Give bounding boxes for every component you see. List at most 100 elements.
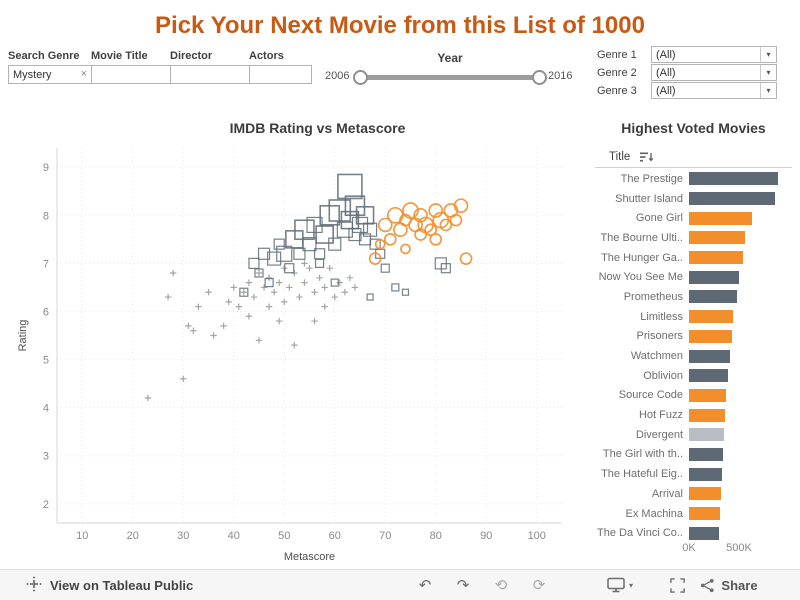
genre-1-select[interactable]: (All) ▾ [651, 46, 777, 63]
bar-row[interactable]: The Hunger Ga.. [595, 248, 792, 268]
svg-text:Metascore: Metascore [284, 551, 335, 563]
genre-1-row: Genre 1 (All) ▾ [597, 46, 777, 63]
bar[interactable] [689, 408, 725, 422]
bar-track [689, 388, 792, 402]
bar-row[interactable]: The Prestige [595, 169, 792, 189]
bar-row[interactable]: Arrival [595, 484, 792, 504]
svg-text:20: 20 [127, 530, 139, 542]
movie-title-input[interactable] [91, 65, 171, 84]
bar-chart-title: Highest Voted Movies [621, 120, 766, 136]
share-label: Share [721, 577, 758, 593]
data-point [286, 284, 293, 291]
svg-text:3: 3 [43, 451, 49, 463]
bar-track [689, 329, 792, 343]
data-point [260, 284, 268, 291]
year-slider-label: Year [437, 51, 463, 65]
clear-filter-icon[interactable]: × [80, 68, 87, 80]
bar[interactable] [689, 526, 719, 540]
revert-icon[interactable]: ⟲ [494, 577, 508, 594]
bar-row[interactable]: Prometheus [595, 287, 792, 307]
bar-row[interactable]: Limitless [595, 307, 792, 327]
undo-icon[interactable]: ↶ [418, 577, 432, 594]
data-point [293, 247, 306, 260]
bar-track [689, 290, 792, 304]
bar[interactable] [689, 172, 778, 186]
bar[interactable] [689, 369, 728, 383]
year-slider-handle-max[interactable] [532, 70, 547, 85]
year-slider-track[interactable] [353, 70, 547, 85]
bar-row[interactable]: The Hateful Eig.. [595, 464, 792, 484]
bar[interactable] [689, 192, 775, 206]
scatter-plot[interactable]: 2 3 4 5 6 7 8 9 10 20 30 40 50 60 70 80 90 100 Rating Metas… [12, 138, 577, 568]
data-point [265, 274, 273, 282]
bar-label: Shutter Island [615, 192, 683, 205]
actors-input[interactable] [249, 65, 312, 84]
bar[interactable] [689, 388, 726, 402]
year-slider-handle-min[interactable] [353, 70, 368, 85]
svg-text:9: 9 [43, 162, 49, 174]
data-point [284, 263, 295, 274]
data-point [264, 278, 274, 288]
bar-row[interactable]: Oblivion [595, 366, 792, 386]
svg-text:50: 50 [278, 530, 290, 542]
svg-text:6: 6 [43, 306, 49, 318]
data-point [401, 288, 410, 296]
genre-2-select[interactable]: (All) ▾ [651, 64, 777, 81]
data-point [366, 293, 374, 301]
director-input[interactable] [170, 65, 250, 84]
bar[interactable] [689, 467, 722, 481]
data-point [185, 322, 192, 330]
bar-row[interactable]: The Da Vinci Co.. [595, 523, 792, 540]
bar[interactable] [689, 211, 752, 225]
sort-icon[interactable] [640, 152, 654, 163]
chevron-down-icon: ▾ [760, 65, 776, 80]
tableau-attribution-link[interactable]: View on Tableau Public [26, 570, 193, 600]
bar-row[interactable]: Ex Machina [595, 504, 792, 524]
bar[interactable] [689, 290, 737, 304]
data-point [245, 313, 253, 320]
data-point [439, 218, 453, 232]
refresh-icon[interactable]: ⟳ [532, 577, 546, 594]
bar-row[interactable]: Prisoners [595, 327, 792, 347]
bar[interactable] [689, 428, 724, 442]
bar-row[interactable]: Watchmen [595, 346, 792, 366]
fullscreen-icon[interactable] [664, 570, 690, 600]
bar[interactable] [689, 507, 720, 521]
bar[interactable] [689, 487, 721, 501]
svg-text:7: 7 [43, 258, 49, 270]
device-layout-icon[interactable]: ▾ [600, 570, 640, 600]
bar-track [689, 526, 792, 540]
data-point [311, 289, 318, 296]
search-genre-label: Search Genre [8, 50, 80, 62]
bar-row[interactable]: The Bourne Ulti.. [595, 228, 792, 248]
bar-row[interactable]: Hot Fuzz [595, 405, 792, 425]
bar[interactable] [689, 310, 733, 324]
data-point [225, 298, 232, 306]
bar-track [689, 192, 792, 206]
bar[interactable] [689, 447, 723, 461]
data-point [190, 327, 197, 334]
bar[interactable] [689, 329, 732, 343]
bar-row[interactable]: Source Code [595, 386, 792, 406]
bar[interactable] [689, 231, 745, 245]
bar-row[interactable]: Gone Girl [595, 208, 792, 228]
genre-3-select[interactable]: (All) ▾ [651, 82, 777, 99]
bar[interactable] [689, 251, 743, 265]
search-genre-input[interactable]: Mystery × [8, 65, 92, 84]
redo-icon[interactable]: ↷ [456, 577, 470, 594]
bar-label: The Da Vinci Co.. [596, 527, 683, 540]
svg-text:2: 2 [43, 499, 49, 511]
scatter-series-highlighted-circles [368, 198, 473, 265]
bar-row[interactable]: Shutter Island [595, 189, 792, 209]
bar-row[interactable]: The Girl with th.. [595, 445, 792, 465]
data-point [351, 284, 359, 291]
bar[interactable] [689, 349, 730, 363]
bar-row[interactable]: Divergent [595, 425, 792, 445]
bar[interactable] [689, 270, 739, 284]
axis-tick-500k: 500K [726, 542, 752, 554]
share-button[interactable]: Share [694, 570, 764, 600]
genre-2-value: (All) [656, 66, 676, 79]
data-point [321, 303, 328, 310]
bar-row[interactable]: Now You See Me [595, 267, 792, 287]
genre-3-label: Genre 3 [597, 84, 637, 97]
